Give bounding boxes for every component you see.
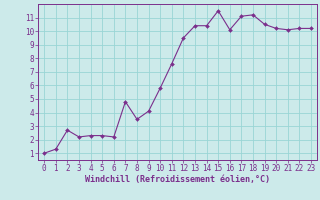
- X-axis label: Windchill (Refroidissement éolien,°C): Windchill (Refroidissement éolien,°C): [85, 175, 270, 184]
